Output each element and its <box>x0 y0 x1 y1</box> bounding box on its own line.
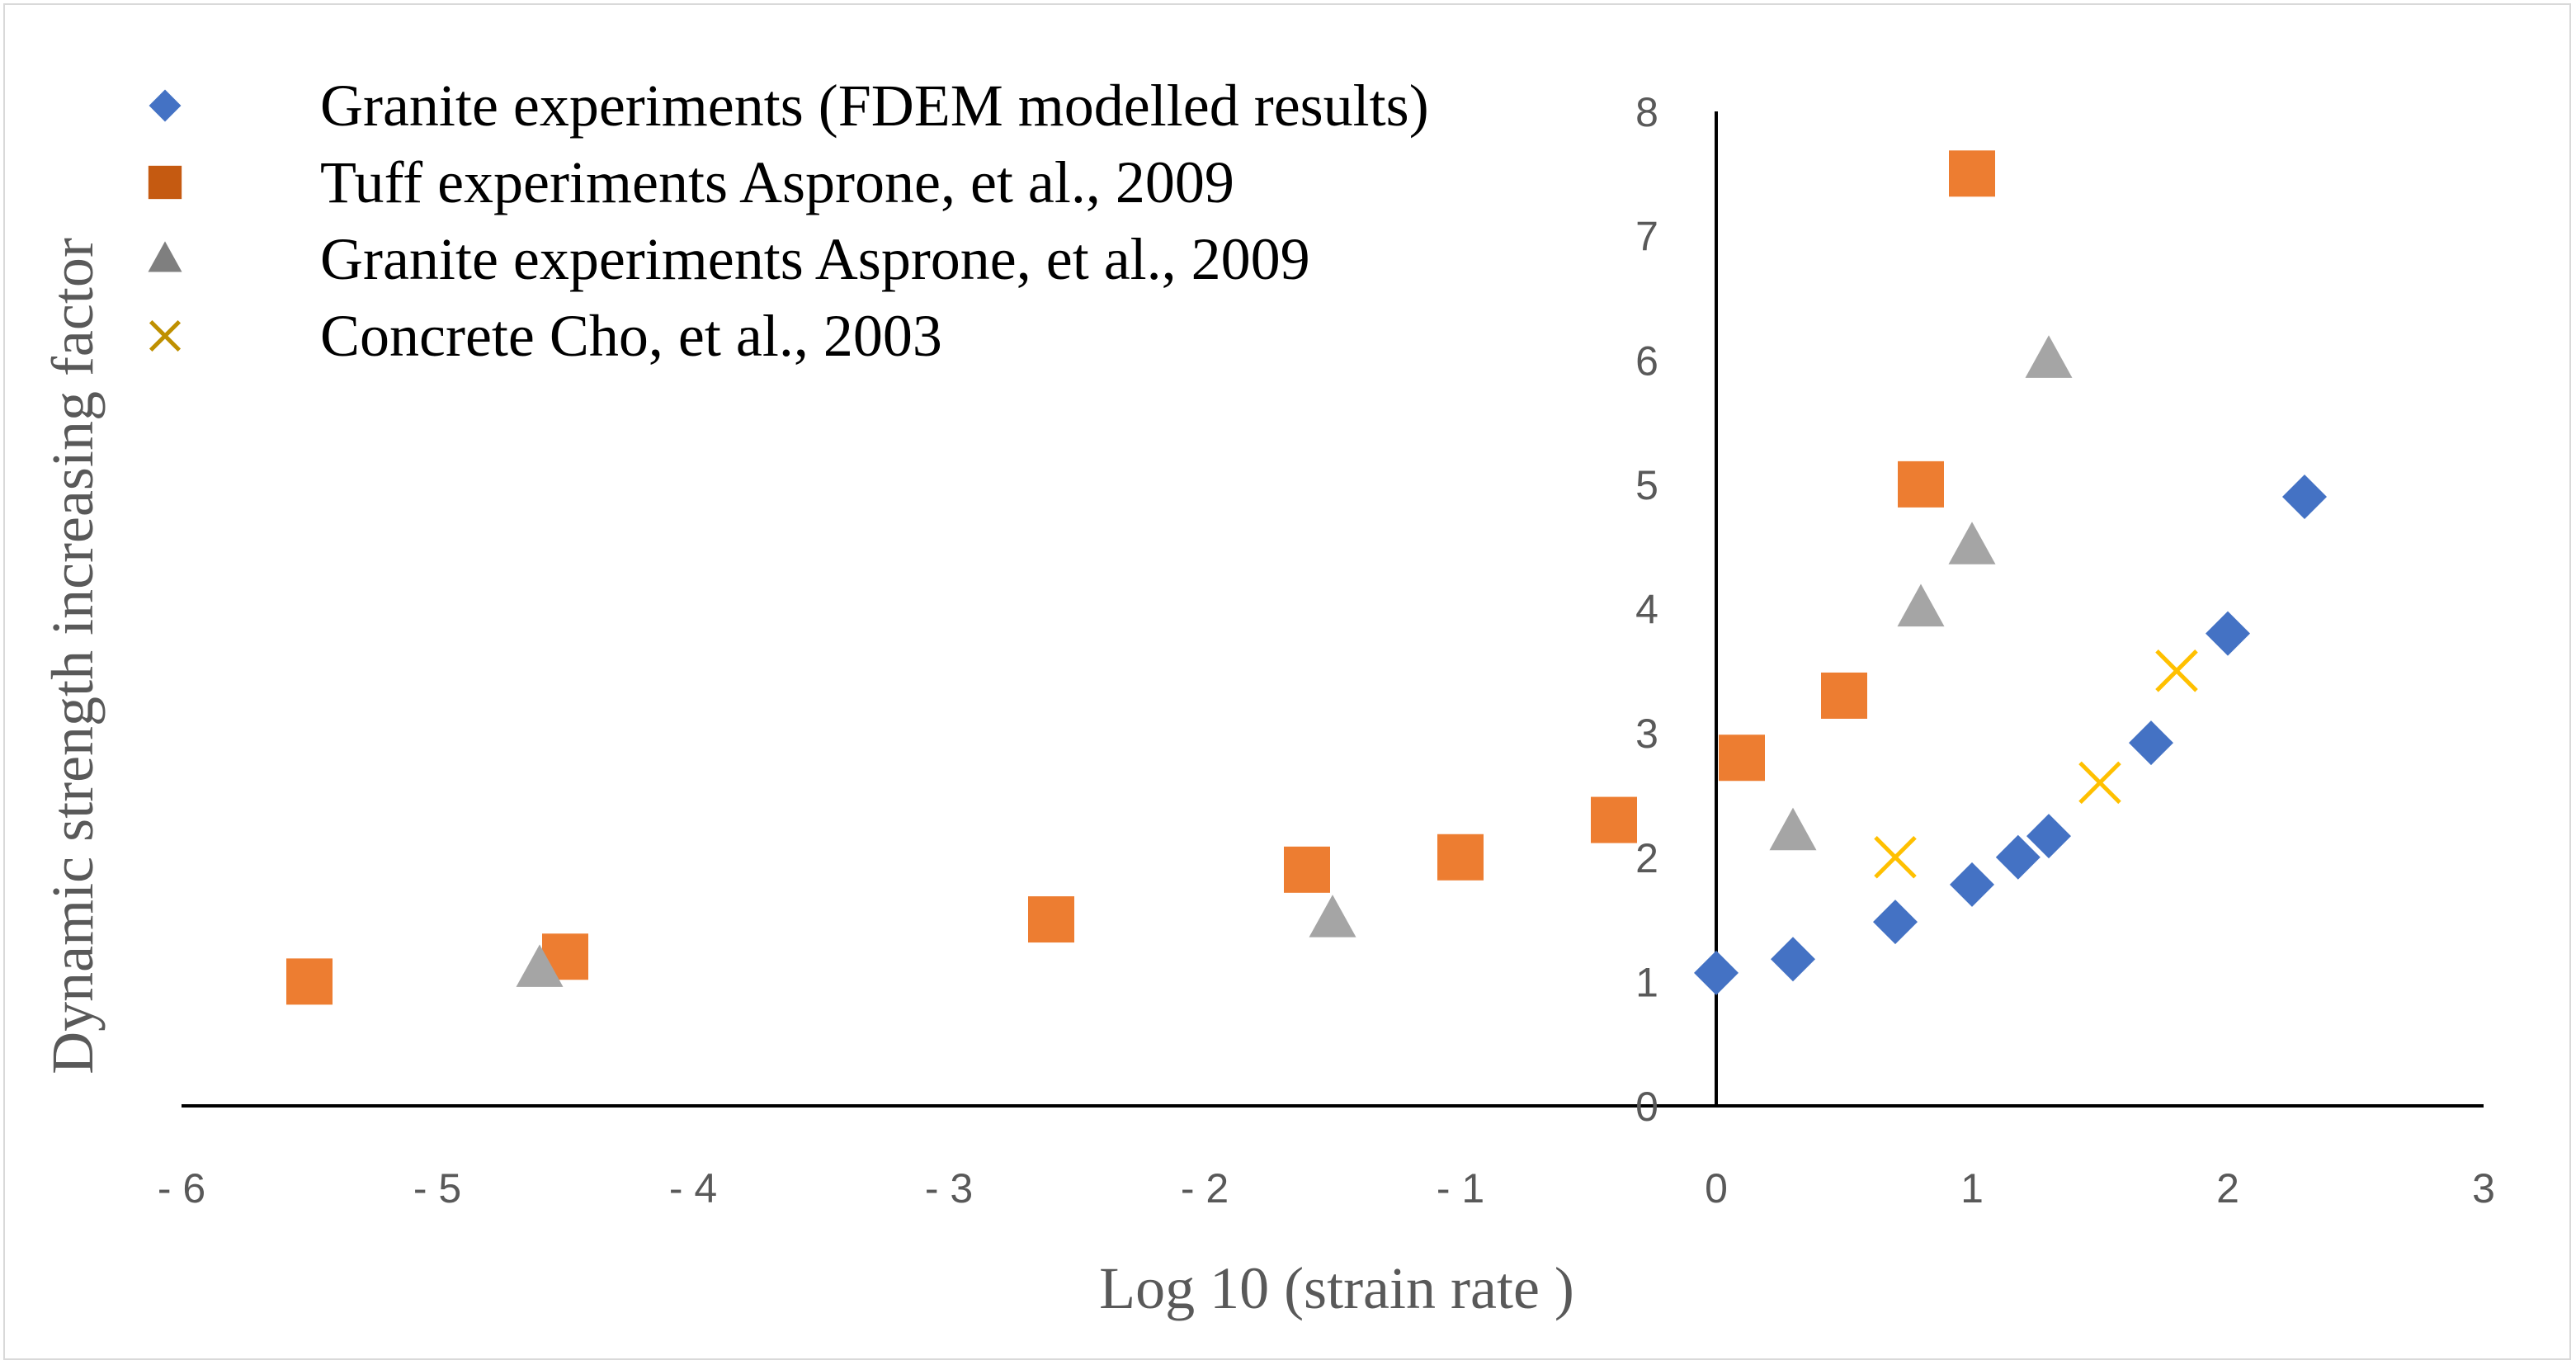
data-point-square-marker <box>1591 796 1637 843</box>
x-tick-label: - 2 <box>1181 1165 1229 1211</box>
y-tick-label: 0 <box>1635 1084 1658 1130</box>
data-point-square-marker <box>1821 672 1867 719</box>
data-point-diamond-marker <box>2129 720 2173 766</box>
data-points <box>286 150 2327 1005</box>
data-point-triangle-marker <box>1897 583 1945 627</box>
x-tick-label: - 3 <box>925 1165 973 1211</box>
legend-diamond-marker <box>149 89 182 122</box>
data-point-triangle-marker <box>2025 335 2073 378</box>
y-tick-label: 7 <box>1635 214 1658 260</box>
x-tick-label: - 5 <box>413 1165 461 1211</box>
data-point-triangle-marker <box>1309 895 1356 938</box>
data-point-diamond-marker <box>1873 900 1918 945</box>
data-point-diamond-marker <box>2282 474 2327 519</box>
y-tick-label: 6 <box>1635 338 1658 384</box>
data-point-triangle-marker <box>1769 807 1817 851</box>
data-point-x-marker <box>1874 835 1917 879</box>
legend-square-marker <box>148 165 182 200</box>
x-axis-title: Log 10 (strain rate ) <box>1099 1255 1574 1321</box>
legend-label: Granite experiments (FDEM modelled resul… <box>320 73 1429 139</box>
x-tick-label: 0 <box>1705 1165 1728 1211</box>
data-point-diamond-marker <box>1771 937 1815 982</box>
legend: Granite experiments (FDEM modelled resul… <box>148 73 1429 369</box>
data-point-square-marker <box>1949 150 1995 197</box>
x-tick-label: 1 <box>1960 1165 1984 1211</box>
legend-x-marker <box>149 319 182 352</box>
y-tick-label: 4 <box>1635 587 1658 633</box>
y-axis-title: Dynamic strength increasing factor <box>40 238 106 1075</box>
legend-label: Concrete Cho, et al., 2003 <box>320 303 942 369</box>
data-point-square-marker <box>1028 896 1074 943</box>
data-point-diamond-marker <box>2026 814 2071 859</box>
legend-label: Tuff experiments Asprone, et al., 2009 <box>320 149 1234 215</box>
legend-triangle-marker <box>148 241 182 272</box>
x-tick-label: - 6 <box>158 1165 205 1211</box>
data-point-triangle-marker <box>516 944 564 987</box>
data-point-square-marker <box>286 958 333 1005</box>
data-point-square-marker <box>1719 734 1765 782</box>
x-tick-label: 2 <box>2216 1165 2239 1211</box>
data-point-diamond-marker <box>1950 862 1994 907</box>
x-tick-label: - 1 <box>1437 1165 1484 1211</box>
data-point-square-marker <box>1898 461 1944 508</box>
data-point-square-marker <box>1284 846 1330 893</box>
data-point-square-marker <box>1437 834 1484 881</box>
data-point-diamond-marker <box>1694 950 1739 995</box>
x-tick-label: 3 <box>2472 1165 2495 1211</box>
y-tick-label: 3 <box>1635 711 1658 757</box>
y-tick-label: 5 <box>1635 462 1658 508</box>
chart-frame <box>3 3 2571 1360</box>
data-point-triangle-marker <box>1948 522 1996 564</box>
legend-label: Granite experiments Asprone, et al., 200… <box>320 226 1310 292</box>
data-point-x-marker <box>2078 761 2121 805</box>
data-point-diamond-marker <box>1995 834 2041 880</box>
x-tick-label: - 4 <box>669 1165 717 1211</box>
y-tick-label: 2 <box>1635 835 1658 881</box>
axes-layer <box>182 111 2484 1108</box>
y-tick-label: 8 <box>1635 89 1658 135</box>
data-point-x-marker <box>2155 649 2198 692</box>
data-point-diamond-marker <box>2206 611 2250 656</box>
tick-labels: - 6 - 5 - 4 - 3 - 2 - 1 0 1 2 3 0 1 2 3 4 5 6 7 8 <box>158 89 2495 1211</box>
y-tick-label: 1 <box>1635 959 1658 1005</box>
